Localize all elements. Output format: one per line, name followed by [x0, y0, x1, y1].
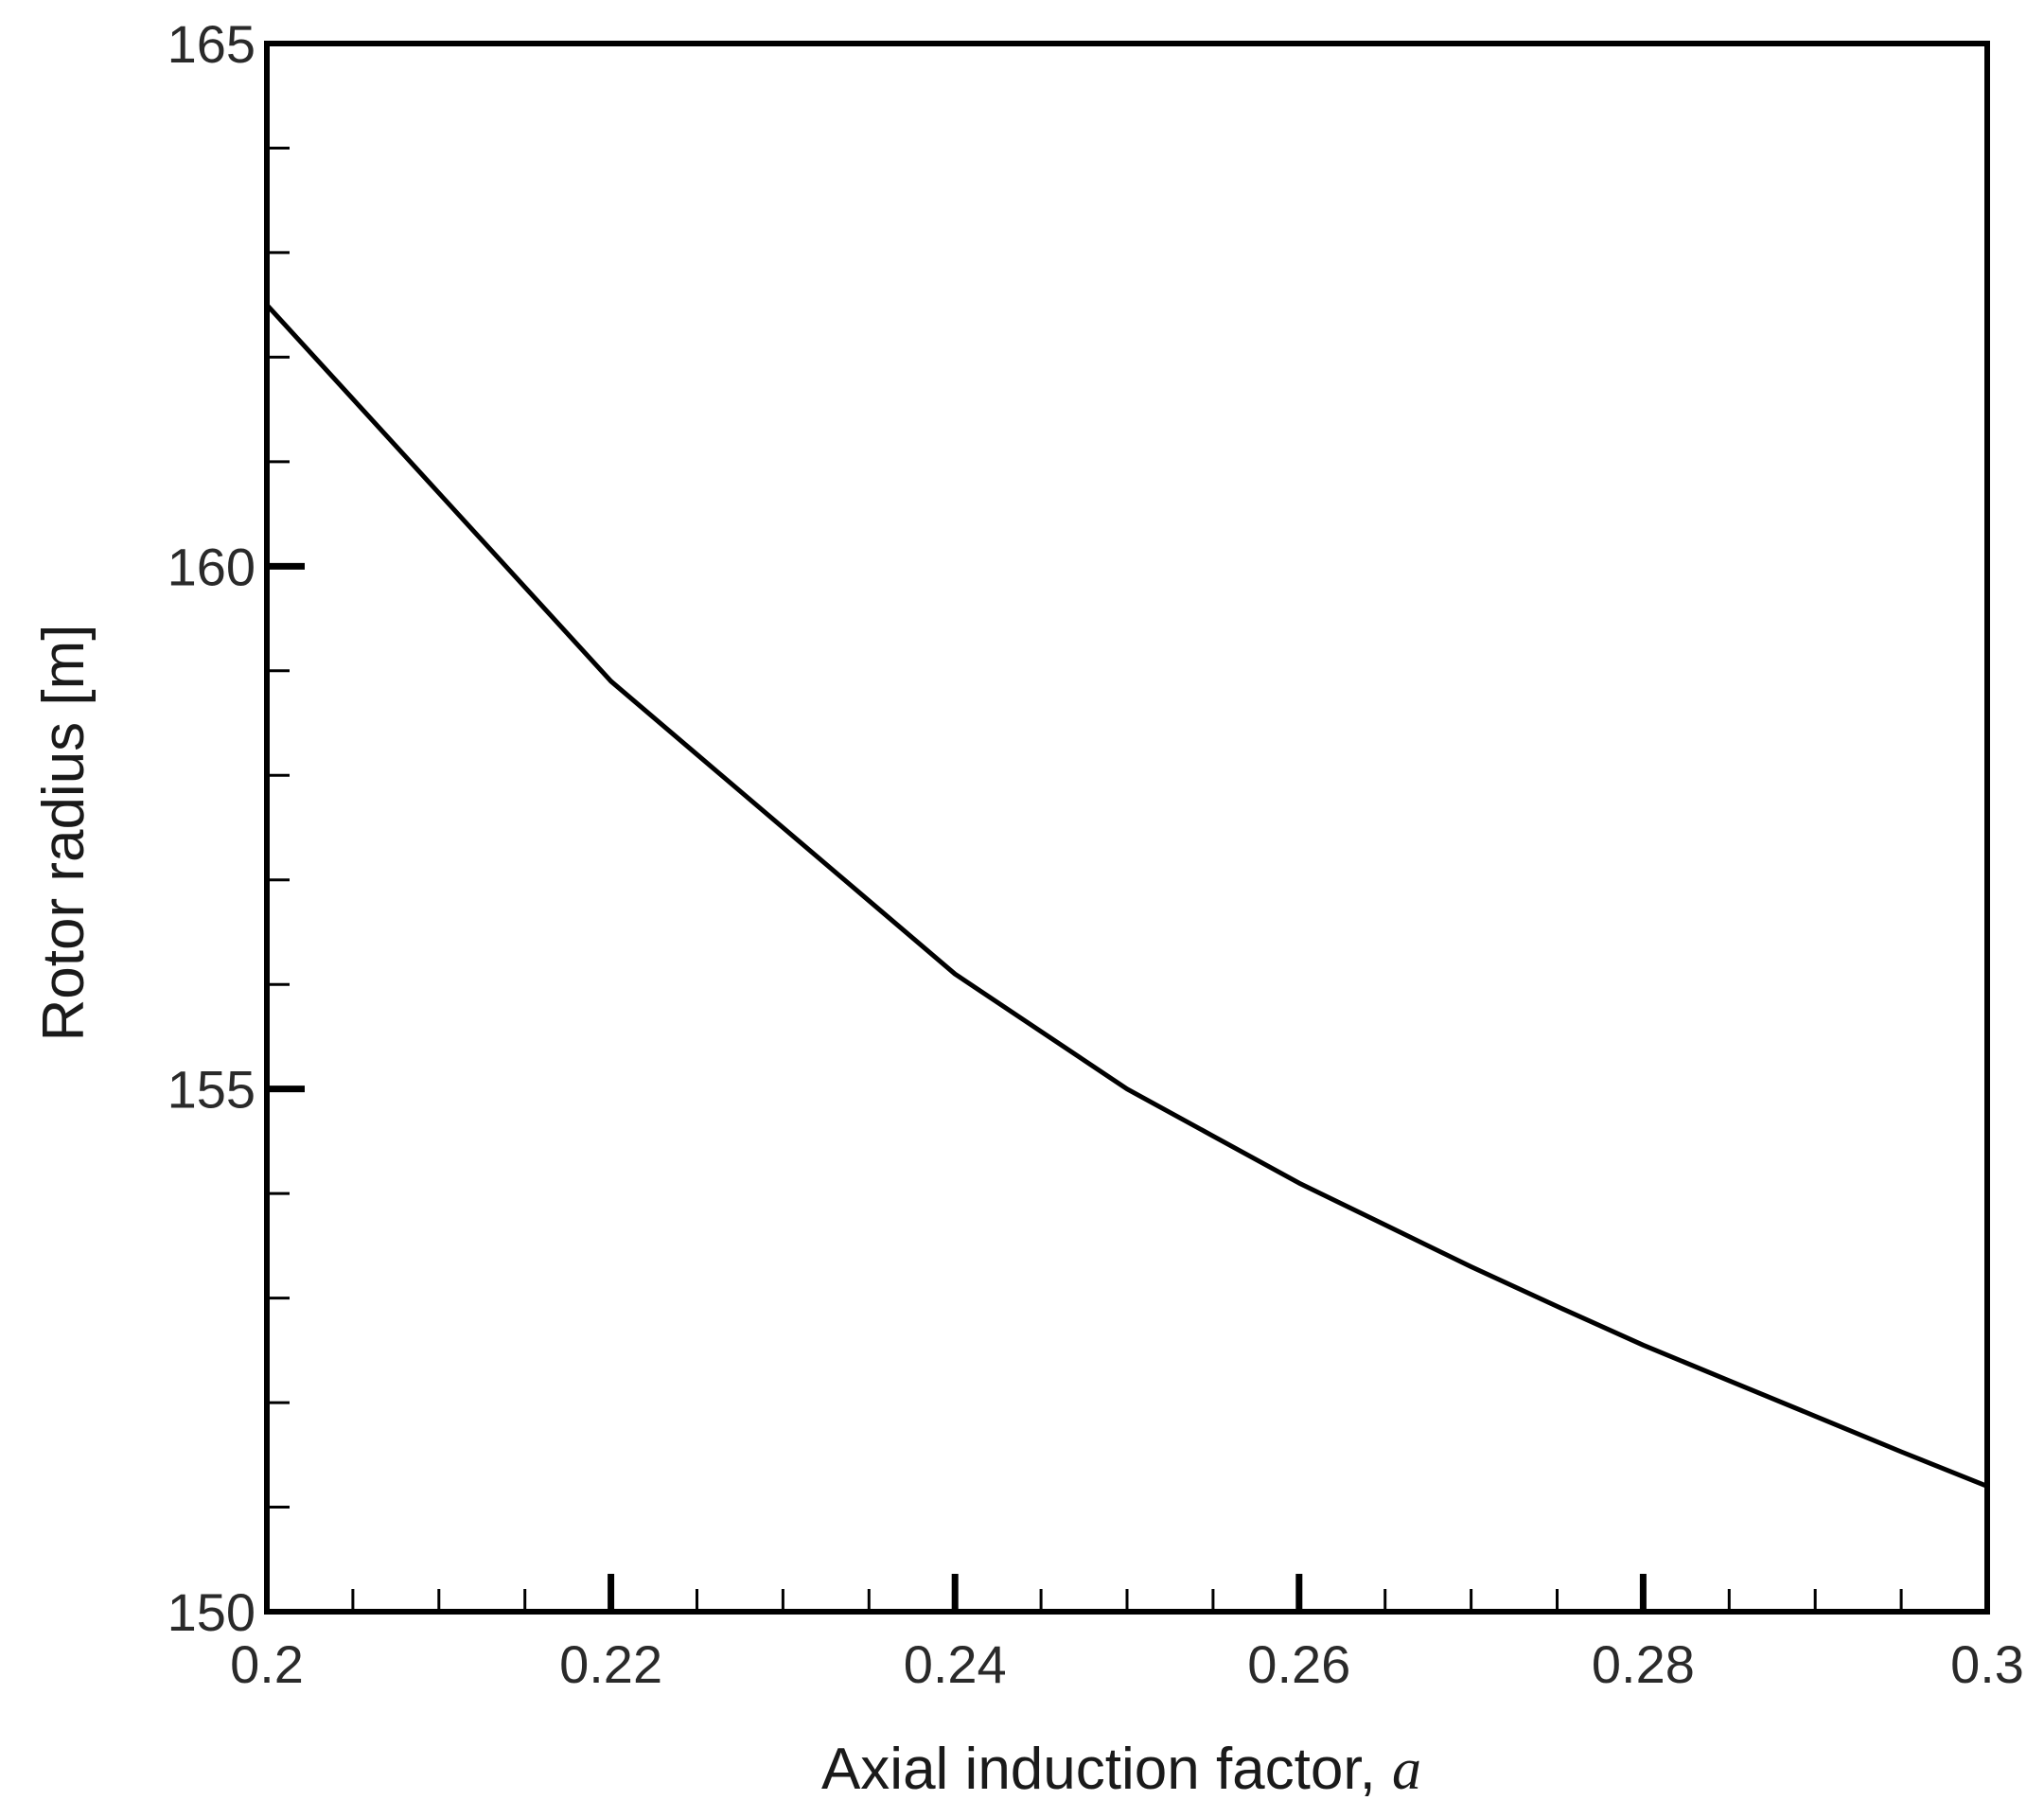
y-axis-title: Rotor radius [m] [31, 624, 97, 1041]
plot-frame [264, 41, 1990, 1615]
series-line [265, 303, 1988, 1489]
y-tick-label: 160 [167, 537, 256, 596]
x-tick-label: 0.22 [559, 1634, 662, 1694]
x-axis-title: Axial induction factor, a [821, 1737, 1421, 1802]
x-axis-title-text: Axial induction factor, [821, 1737, 1392, 1802]
plot-area: 0.2 0.22 0.24 0.26 0.28 0.3 150 155 160 165 [167, 14, 2024, 1694]
x-tick-label: 0.2 [230, 1634, 304, 1694]
x-axis-title-symbol: a [1392, 1738, 1421, 1802]
y-tick-label: 150 [167, 1582, 256, 1642]
y-tick-label: 165 [167, 14, 256, 74]
x-tick-label: 0.26 [1247, 1634, 1350, 1694]
y-tick-label: 155 [167, 1060, 256, 1120]
x-tick-label: 0.3 [1950, 1634, 2024, 1694]
x-tick-label: 0.28 [1592, 1634, 1695, 1694]
x-tick-label: 0.24 [904, 1634, 1007, 1694]
